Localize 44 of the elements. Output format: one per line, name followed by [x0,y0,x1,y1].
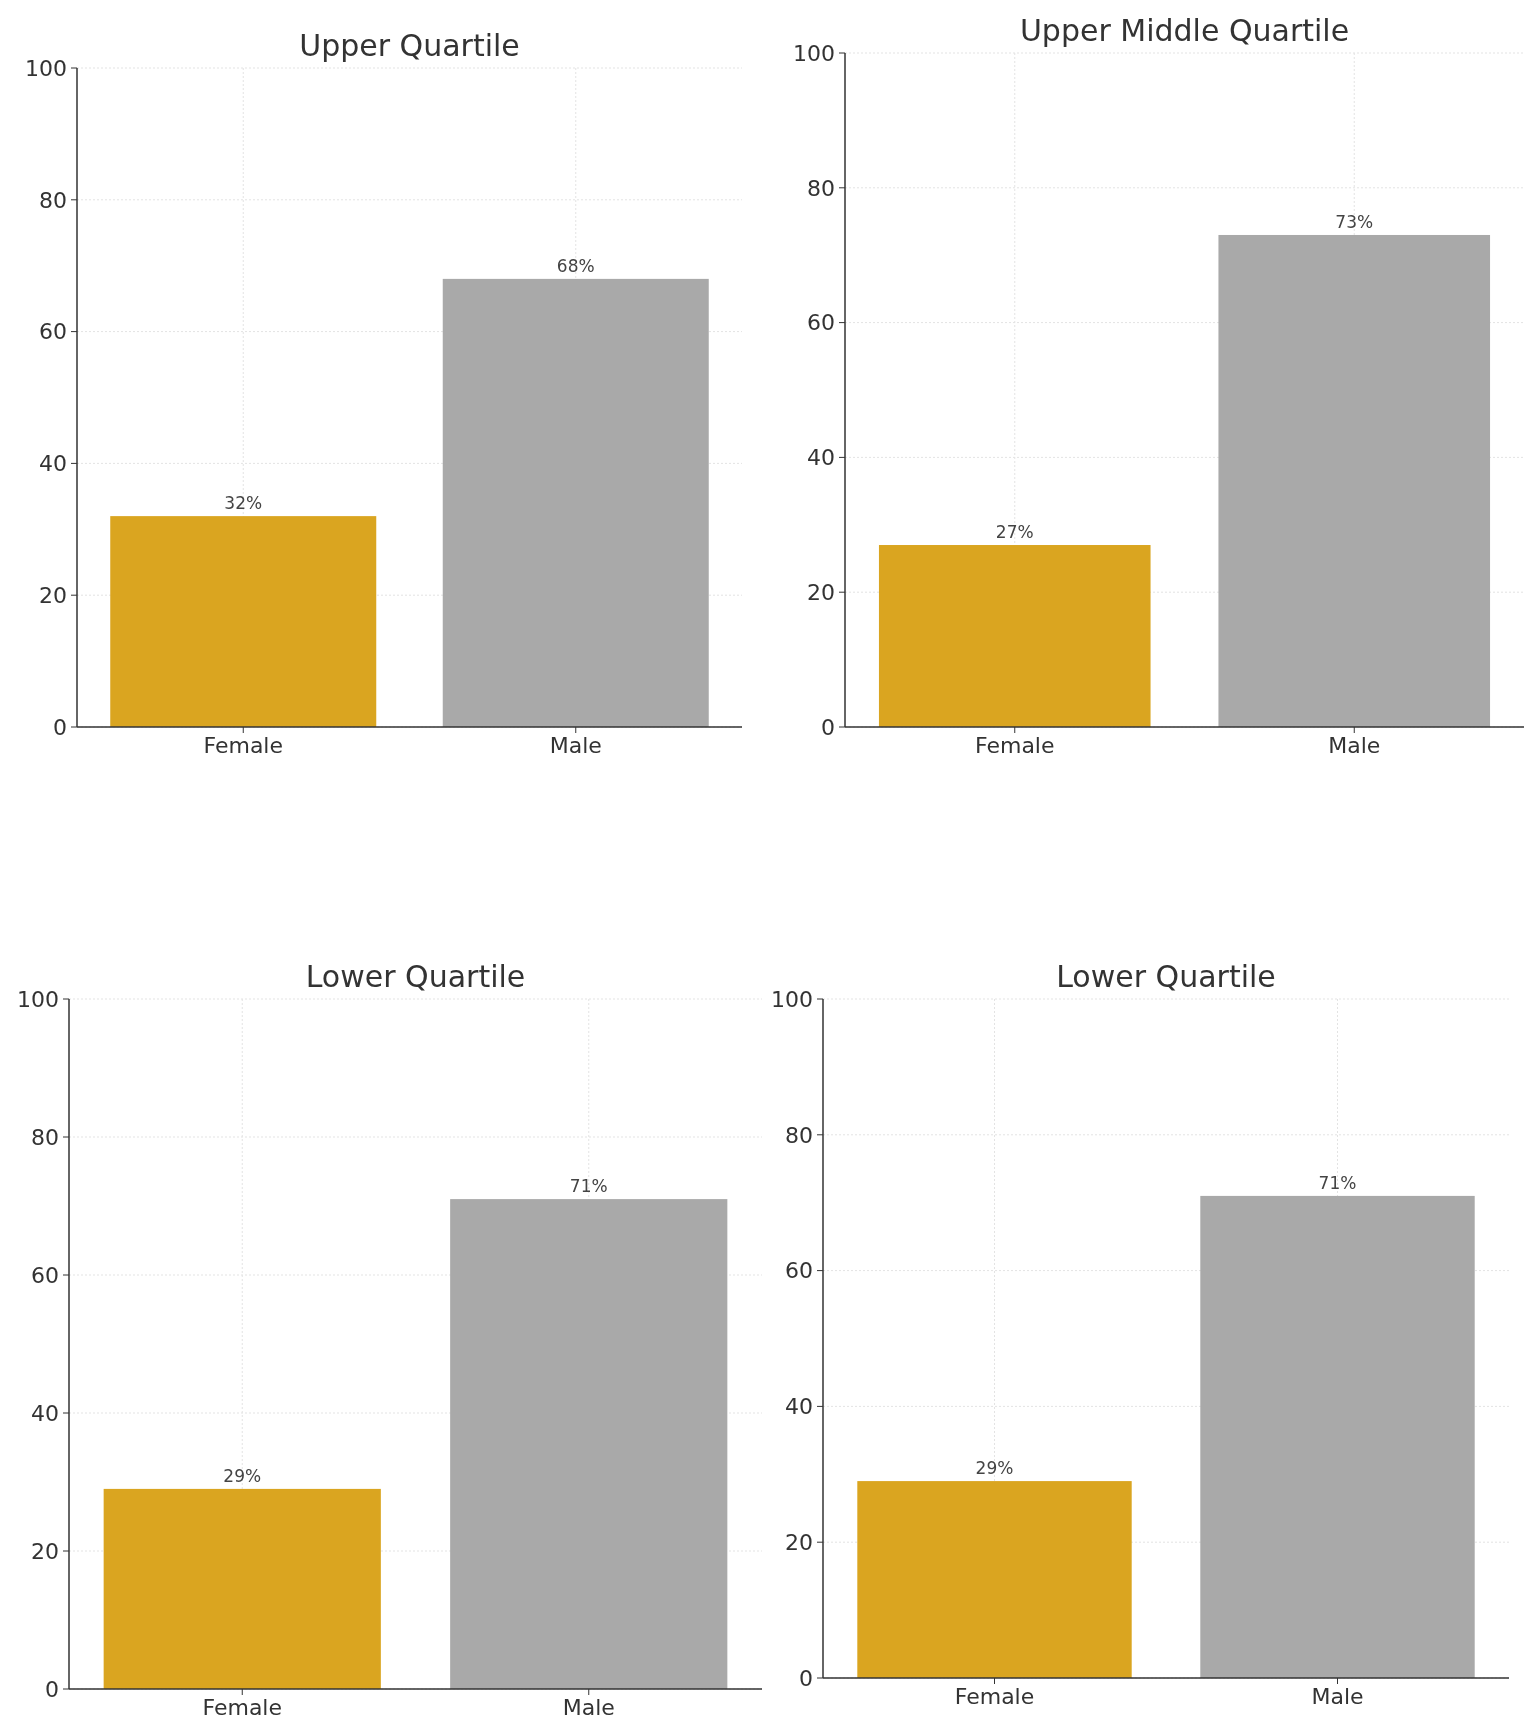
data-label: 71% [1318,1172,1357,1193]
x-tick-label: Male [562,1695,615,1720]
data-label: 73% [1335,211,1374,232]
data-label: 27% [995,522,1034,543]
data-label: 68% [556,255,595,276]
x-tick-label: Female [974,733,1055,758]
chart-title: Upper Middle Quartile [1019,13,1350,48]
y-tick-label: 80 [31,1124,59,1150]
chart-title: Lower Quartile [305,959,526,994]
y-tick-label: 100 [25,55,67,81]
y-tick-label: 20 [785,1529,813,1555]
x-tick-label: Male [1311,1684,1364,1709]
y-tick-label: 60 [785,1258,813,1284]
y-tick-label: 40 [31,1400,59,1426]
x-tick-label: Female [954,1684,1035,1709]
y-tick-label: 80 [39,187,67,213]
y-tick-label: 80 [785,1122,813,1148]
y-tick-label: 100 [771,986,813,1012]
y-tick-label: 40 [39,451,67,477]
y-tick-label: 0 [821,714,835,740]
chart-title: Lower Quartile [1056,959,1276,994]
x-tick-label: Female [203,733,284,758]
y-tick-label: 20 [39,582,67,608]
y-tick-label: 20 [807,579,835,605]
data-label: 71% [569,1176,608,1197]
y-tick-label: 40 [785,1394,813,1420]
y-tick-label: 60 [807,310,835,336]
y-tick-label: 0 [799,1665,813,1691]
y-tick-label: 80 [807,175,835,201]
x-tick-label: Male [549,733,602,758]
y-tick-label: 100 [17,986,59,1012]
y-tick-label: 60 [39,319,67,345]
x-tick-label: Female [202,1695,283,1720]
data-label: 32% [224,493,263,514]
y-tick-label: 100 [793,40,835,66]
data-label: 29% [223,1465,262,1486]
y-tick-label: 0 [45,1676,59,1702]
x-tick-label: Male [1328,733,1381,758]
data-label: 29% [975,1458,1014,1479]
y-tick-label: 60 [31,1262,59,1288]
y-tick-label: 20 [31,1538,59,1564]
y-tick-label: 0 [53,714,67,740]
chart-title: Upper Quartile [299,28,520,63]
y-tick-label: 40 [807,445,835,471]
